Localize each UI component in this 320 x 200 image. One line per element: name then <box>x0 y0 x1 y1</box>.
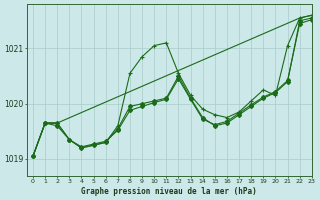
X-axis label: Graphe pression niveau de la mer (hPa): Graphe pression niveau de la mer (hPa) <box>82 187 257 196</box>
